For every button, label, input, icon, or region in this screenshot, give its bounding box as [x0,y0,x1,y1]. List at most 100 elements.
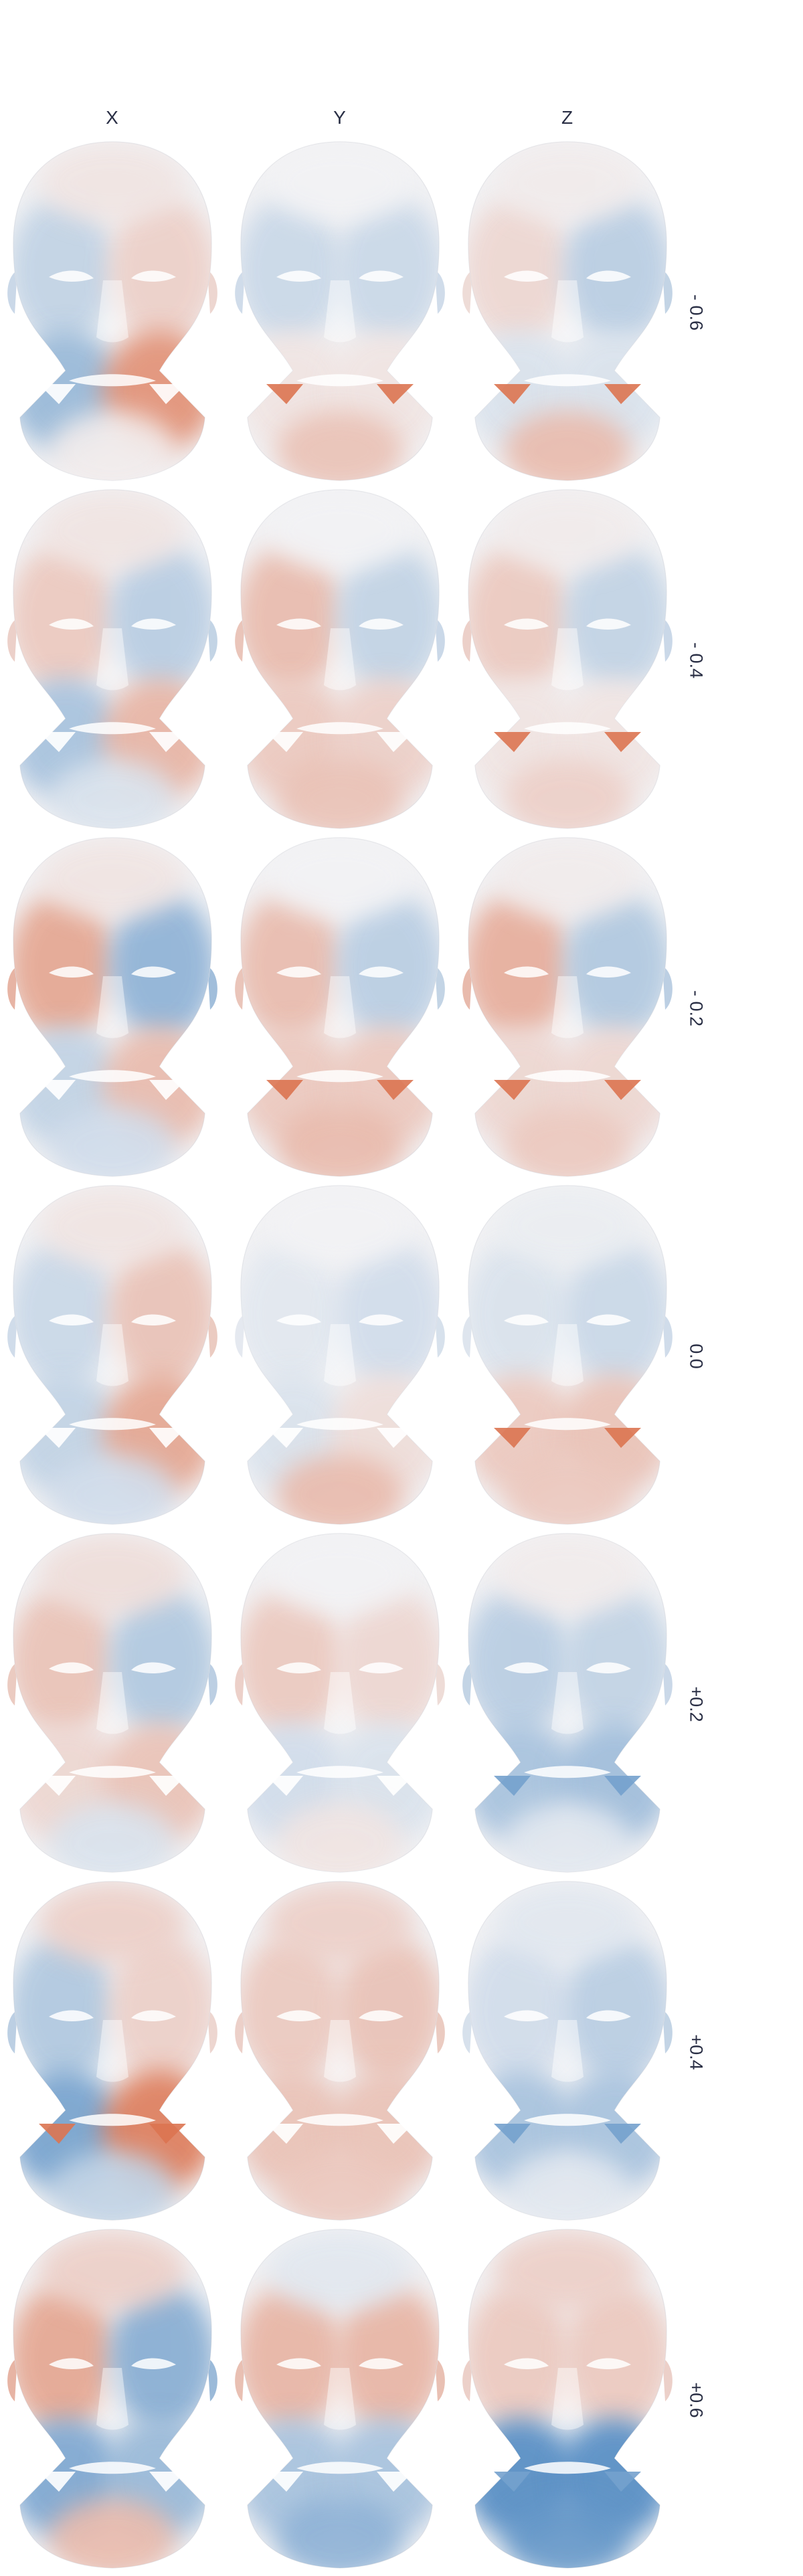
eye-right [359,1662,404,1673]
ear-left [462,2358,472,2401]
face-render-3-0 [7,1185,217,1525]
mouth [69,1070,156,1083]
nose [551,1672,584,1734]
cutout-left [266,1080,303,1100]
nose [324,976,356,1038]
ear-right [207,270,217,314]
eye-left [504,966,549,978]
eye-left [276,270,321,282]
ear-left [7,966,17,1010]
eye-left [276,2358,321,2369]
face-render-3-2 [462,1185,673,1525]
cutout-left [39,1428,76,1448]
face-render-1-2 [462,489,673,829]
eye-left [49,270,94,282]
face-render-6-0 [7,2229,217,2569]
cutout-left [266,384,303,404]
eye-left [504,1662,549,1673]
cutout-right [604,1080,641,1100]
face-render-0-2 [462,141,673,481]
mouth [296,2114,383,2126]
mouth [524,374,611,387]
eye-right [586,270,631,282]
cutout-left [39,384,76,404]
ear-right [435,966,445,1010]
cutout-right [604,732,641,752]
nose [324,2368,356,2430]
cutout-left [266,2472,303,2492]
nose [96,1324,128,1386]
eye-left [49,618,94,630]
nose [96,2368,128,2430]
eye-right [359,618,404,630]
nose [551,280,584,343]
mouth [296,722,383,735]
cutout-right [604,1428,641,1448]
cutout-left [494,2472,531,2492]
nose [324,280,356,343]
column-header-y: Y [333,107,347,128]
ear-left [235,2358,245,2401]
face-render-4-2 [462,1533,673,1873]
mouth [524,1070,611,1083]
displacement-shading [13,1187,211,1524]
eye-left [276,618,321,630]
ear-left [235,2010,245,2053]
cutout-left [494,1080,531,1100]
eye-left [49,1662,94,1673]
eye-right [131,1662,176,1673]
eye-left [276,1662,321,1673]
ear-left [235,618,245,662]
nose [551,2020,584,2082]
nose [324,1672,356,1734]
face-render-0-0 [7,141,217,481]
eye-left [49,1314,94,1325]
column-header-z: Z [561,107,574,128]
ear-right [435,1662,445,1706]
cutout-right [377,1080,414,1100]
ear-right [207,2010,217,2053]
eye-right [359,2010,404,2021]
ear-right [662,2010,673,2053]
ear-left [7,1314,17,1358]
eye-right [586,1314,631,1325]
cutout-right [604,1776,641,1796]
eye-right [131,1314,176,1325]
cutout-right [377,2472,414,2492]
cutout-right [377,2124,414,2144]
cutout-left [266,1428,303,1448]
face-render-6-1 [235,2229,445,2569]
ear-left [462,966,472,1010]
eye-right [359,2358,404,2369]
eye-right [586,1662,631,1673]
face-render-5-0 [7,1881,217,2221]
nose [324,628,356,691]
eye-right [586,2358,631,2369]
ear-right [207,618,217,662]
ear-left [462,1314,472,1358]
cutout-left [39,732,76,752]
eye-left [276,1314,321,1325]
eye-right [586,966,631,978]
nose [551,1324,584,1386]
face-render-5-2 [462,1881,673,2221]
cutout-right [149,1428,186,1448]
cutout-right [604,2124,641,2144]
cutout-right [377,1428,414,1448]
eye-right [131,270,176,282]
ear-right [435,2010,445,2053]
ear-right [207,2358,217,2401]
face-render-1-1 [235,489,445,829]
ear-right [662,2358,673,2401]
face-render-6-2 [462,2229,673,2569]
ear-right [207,966,217,1010]
face-render-5-1 [235,1881,445,2221]
nose [96,628,128,691]
face-render-2-2 [462,837,673,1177]
ear-left [462,2010,472,2053]
mouth [69,1766,156,1778]
cutout-left [39,2472,76,2492]
face-render-2-0 [7,837,217,1177]
nose [551,976,584,1038]
